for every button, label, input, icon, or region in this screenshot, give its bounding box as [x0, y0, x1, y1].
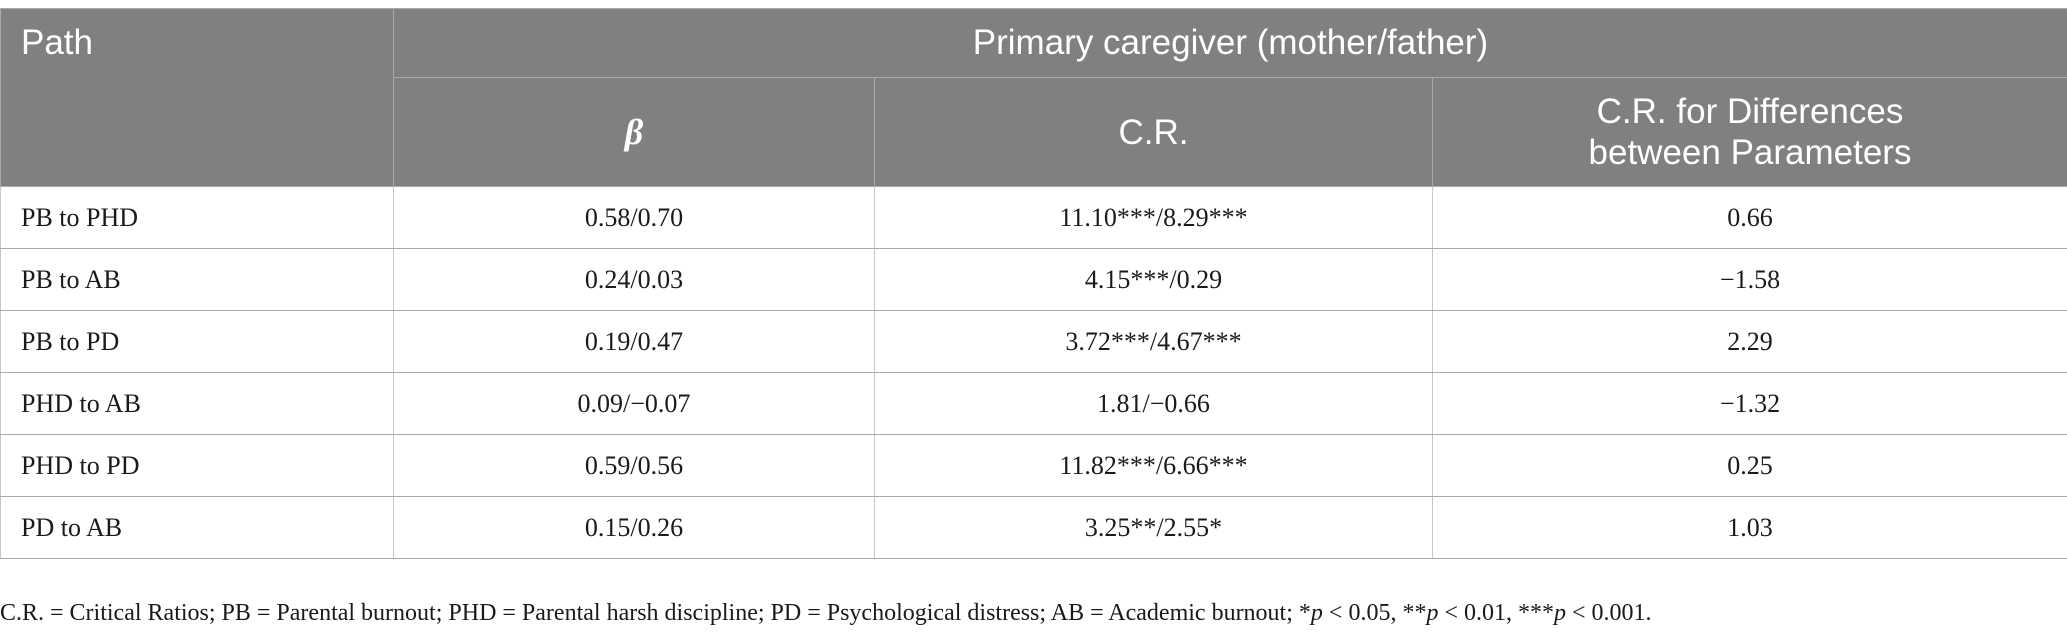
header-row-2: β C.R. C.R. for Differences between Para…	[1, 77, 2067, 187]
table-row: PB to AB 0.24/0.03 4.15***/0.29 −1.58	[0, 248, 2067, 311]
table-body: PB to PHD 0.58/0.70 11.10***/8.29*** 0.6…	[0, 186, 2067, 559]
beta-cell: 0.24/0.03	[393, 248, 875, 311]
sig-stars-3: ***	[1518, 600, 1554, 626]
p-symbol-3: p	[1554, 600, 1566, 626]
beta-cell: 0.15/0.26	[393, 496, 875, 559]
cr-cell: 11.10***/8.29***	[874, 186, 1433, 249]
cr-difference-cell: 0.25	[1432, 434, 2067, 497]
cr-column-header: C.R.	[874, 77, 1433, 187]
path-cell: PD to AB	[0, 496, 394, 559]
cr-difference-header-text: C.R. for Differences between Parameters	[1588, 92, 1912, 172]
results-table-container: Path Primary caregiver (mother/father) β…	[0, 8, 2067, 559]
sig-threshold-1: < 0.05,	[1322, 600, 1403, 626]
cr-cell: 1.81/−0.66	[874, 372, 1433, 435]
cr-cell: 4.15***/0.29	[874, 248, 1433, 311]
table-row: PD to AB 0.15/0.26 3.25**/2.55* 1.03	[0, 496, 2067, 559]
cr-difference-cell: −1.58	[1432, 248, 2067, 311]
cr-difference-column-header: C.R. for Differences between Parameters	[1432, 77, 2067, 187]
beta-cell: 0.59/0.56	[393, 434, 875, 497]
beta-column-header: β	[393, 77, 875, 187]
beta-cell: 0.58/0.70	[393, 186, 875, 249]
cr-cell: 11.82***/6.66***	[874, 434, 1433, 497]
cr-difference-cell: 2.29	[1432, 310, 2067, 373]
path-coefficients-table: Path Primary caregiver (mother/father) β…	[0, 8, 2067, 559]
header-row-1: Path Primary caregiver (mother/father)	[0, 8, 2067, 187]
table-header: Path Primary caregiver (mother/father) β…	[0, 8, 2067, 187]
cr-difference-cell: 1.03	[1432, 496, 2067, 559]
cr-cell: 3.72***/4.67***	[874, 310, 1433, 373]
footnote-definitions: C.R. = Critical Ratios; PB = Parental bu…	[0, 600, 1299, 626]
path-cell: PB to AB	[0, 248, 394, 311]
p-symbol-1: p	[1310, 600, 1323, 626]
table-row: PB to PD 0.19/0.47 3.72***/4.67*** 2.29	[0, 310, 2067, 373]
path-cell: PHD to PD	[0, 434, 394, 497]
cr-difference-cell: −1.32	[1432, 372, 2067, 435]
caregiver-group-header: Primary caregiver (mother/father)	[393, 8, 2067, 78]
p-symbol-2: p	[1426, 600, 1439, 626]
sig-stars-1: *	[1298, 600, 1311, 626]
beta-cell: 0.09/−0.07	[393, 372, 875, 435]
table-footnote: C.R. = Critical Ratios; PB = Parental bu…	[0, 600, 1652, 627]
path-cell: PB to PD	[0, 310, 394, 373]
path-column-header: Path	[0, 8, 394, 187]
table-row: PB to PHD 0.58/0.70 11.10***/8.29*** 0.6…	[0, 186, 2067, 249]
beta-cell: 0.19/0.47	[393, 310, 875, 373]
sig-stars-2: **	[1402, 600, 1427, 626]
cr-cell: 3.25**/2.55*	[874, 496, 1433, 559]
cr-difference-cell: 0.66	[1432, 186, 2067, 249]
sig-threshold-2: < 0.01,	[1438, 600, 1518, 626]
table-row: PHD to AB 0.09/−0.07 1.81/−0.66 −1.32	[0, 372, 2067, 435]
sig-threshold-3: < 0.001.	[1566, 600, 1652, 626]
table-row: PHD to PD 0.59/0.56 11.82***/6.66*** 0.2…	[0, 434, 2067, 497]
path-cell: PHD to AB	[0, 372, 394, 435]
path-cell: PB to PHD	[0, 186, 394, 249]
